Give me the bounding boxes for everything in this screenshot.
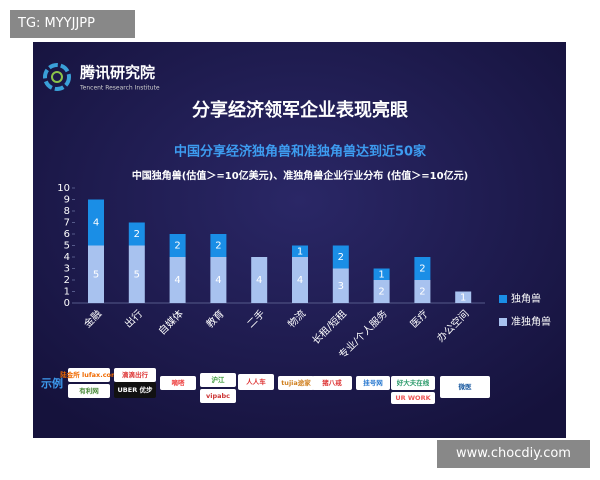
example-logo-box: [68, 368, 110, 382]
example-logo: 有利网: [79, 386, 99, 395]
example-logo-box: [114, 368, 156, 382]
example-logo: 微医: [458, 382, 473, 391]
example-logo: tujia途家: [281, 378, 311, 387]
chart-title: 中国独角兽(估值＞=10亿美元)、准独角兽企业行业分布 (估值＞=10亿元): [132, 169, 468, 182]
y-tick-label: 2: [64, 275, 70, 286]
y-tick-label: 9: [64, 195, 70, 206]
example-logo: 嘀嗒: [172, 378, 186, 387]
example-logo-box: [200, 389, 236, 403]
bar-segment: [128, 222, 145, 246]
bar-segment: [292, 257, 308, 303]
value-label: 4: [93, 218, 99, 229]
example-logo: 挂号网: [363, 378, 383, 387]
value-label: 1: [460, 292, 466, 303]
legend-swatch: [499, 318, 507, 326]
value-label: 1: [378, 269, 384, 280]
example-logo: UR WORK: [395, 394, 431, 402]
bar-segment: [332, 268, 349, 303]
bar-segment: [210, 234, 227, 257]
example-logo: 滴滴出行: [122, 370, 149, 379]
example-logo: vipabc: [206, 392, 230, 400]
example-logo: 陆金所 lufax.com: [60, 370, 118, 379]
example-logo-box: [440, 376, 490, 398]
bar-segment: [332, 245, 349, 269]
y-tick-label: 1: [64, 287, 70, 298]
y-tick-label: 3: [64, 264, 70, 275]
value-label: 2: [215, 241, 221, 252]
bar-segment: [88, 199, 104, 246]
bar-segment: [373, 280, 390, 303]
y-tick-label: 6: [64, 229, 70, 240]
logo-name: 腾讯研究院: [79, 64, 155, 82]
value-label: 4: [256, 275, 262, 286]
y-tick-label: 8: [64, 206, 70, 217]
slide-title: 分享经济领军企业表现亮眼: [192, 99, 408, 121]
bar-segment: [169, 257, 186, 303]
legend-swatch: [499, 295, 507, 303]
example-logo: 人人车: [246, 377, 266, 386]
legend-label: 独角兽: [511, 292, 541, 305]
value-label: 2: [338, 252, 344, 263]
example-logo-box: [238, 374, 274, 390]
watermark: www.chocdiy.com: [437, 440, 590, 468]
bar-segment: [169, 234, 186, 257]
y-tick-label: 0: [64, 298, 70, 309]
value-label: 3: [338, 281, 344, 292]
y-tick-label: 7: [64, 218, 70, 229]
value-label: 2: [419, 264, 425, 275]
y-tick-label: 5: [64, 241, 70, 252]
bar-segment: [88, 245, 104, 303]
bar-segment: [292, 245, 308, 257]
logo-subtitle: Tencent Research Institute: [79, 85, 160, 92]
slide-subtitle: 中国分享经济独角兽和准独角兽达到近50家: [174, 144, 427, 160]
example-logo-box: [278, 376, 314, 390]
logo-icon: [43, 63, 71, 91]
value-label: 2: [419, 287, 425, 298]
value-label: 2: [174, 241, 180, 252]
bar-segment: [414, 280, 431, 303]
value-label: 2: [134, 229, 140, 240]
bar-segment: [128, 245, 145, 303]
y-tick-label: 4: [64, 252, 70, 263]
example-logo-box: [160, 376, 196, 390]
value-label: 5: [93, 269, 99, 280]
value-label: 4: [215, 275, 221, 286]
example-logo-box: [200, 373, 236, 387]
legend-label: 准独角兽: [511, 315, 551, 328]
value-label: 1: [297, 246, 303, 257]
value-label: 5: [134, 269, 140, 280]
example-logo-box: [114, 382, 156, 398]
value-label: 2: [378, 287, 384, 298]
example-logo: 沪江: [212, 375, 226, 384]
example-logo: 猪八戒: [321, 378, 342, 387]
example-logo-box: [391, 392, 435, 404]
example-logo-box: [68, 384, 110, 398]
bar-segment: [455, 291, 472, 303]
example-logo: 好大夫在线: [396, 378, 430, 387]
examples-label: 示例: [40, 376, 63, 390]
example-logo-box: [391, 376, 435, 390]
y-tick-label: 10: [57, 183, 70, 194]
bar-segment: [373, 268, 390, 280]
bar-segment: [210, 257, 227, 303]
tag: TG: MYYJJPP: [10, 10, 135, 38]
example-logo-box: [356, 376, 390, 390]
bar-segment: [414, 257, 431, 280]
example-logo: UBER 优步: [118, 385, 153, 394]
value-label: 4: [174, 275, 180, 286]
example-logo-box: [312, 376, 352, 390]
value-label: 4: [297, 275, 303, 286]
bar-segment: [251, 257, 268, 303]
